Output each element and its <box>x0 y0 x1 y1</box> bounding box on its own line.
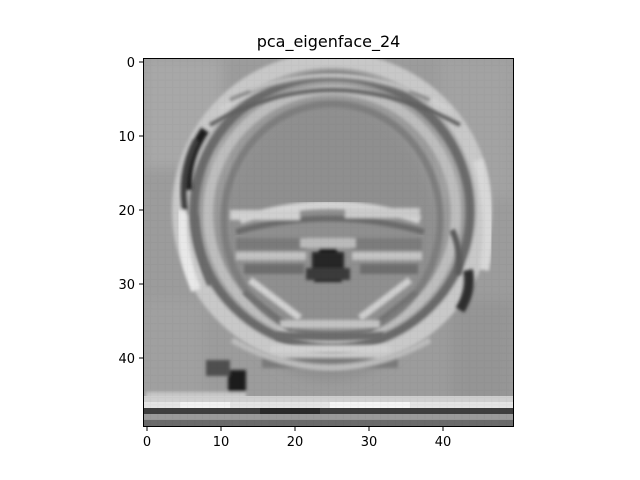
eigenface-image <box>143 58 514 427</box>
y-tick-label: 10 <box>118 130 135 145</box>
y-tick-labels: 0 10 20 30 40 <box>118 56 135 367</box>
x-tick-labels: 0 10 20 30 40 <box>143 435 451 450</box>
y-tick-label: 0 <box>127 56 135 71</box>
x-tick-label: 40 <box>435 435 452 450</box>
figure-title: pca_eigenface_24 <box>256 32 401 51</box>
x-tick-label: 20 <box>287 435 304 450</box>
x-tick-label: 10 <box>213 435 230 450</box>
x-tick-label: 0 <box>143 435 151 450</box>
x-axis <box>146 427 444 431</box>
y-tick-label: 20 <box>118 204 135 219</box>
y-axis <box>139 61 143 359</box>
y-tick-label: 30 <box>118 278 135 293</box>
axes-frame <box>143 58 514 427</box>
x-tick-label: 30 <box>361 435 378 450</box>
y-tick-label: 40 <box>118 352 135 367</box>
